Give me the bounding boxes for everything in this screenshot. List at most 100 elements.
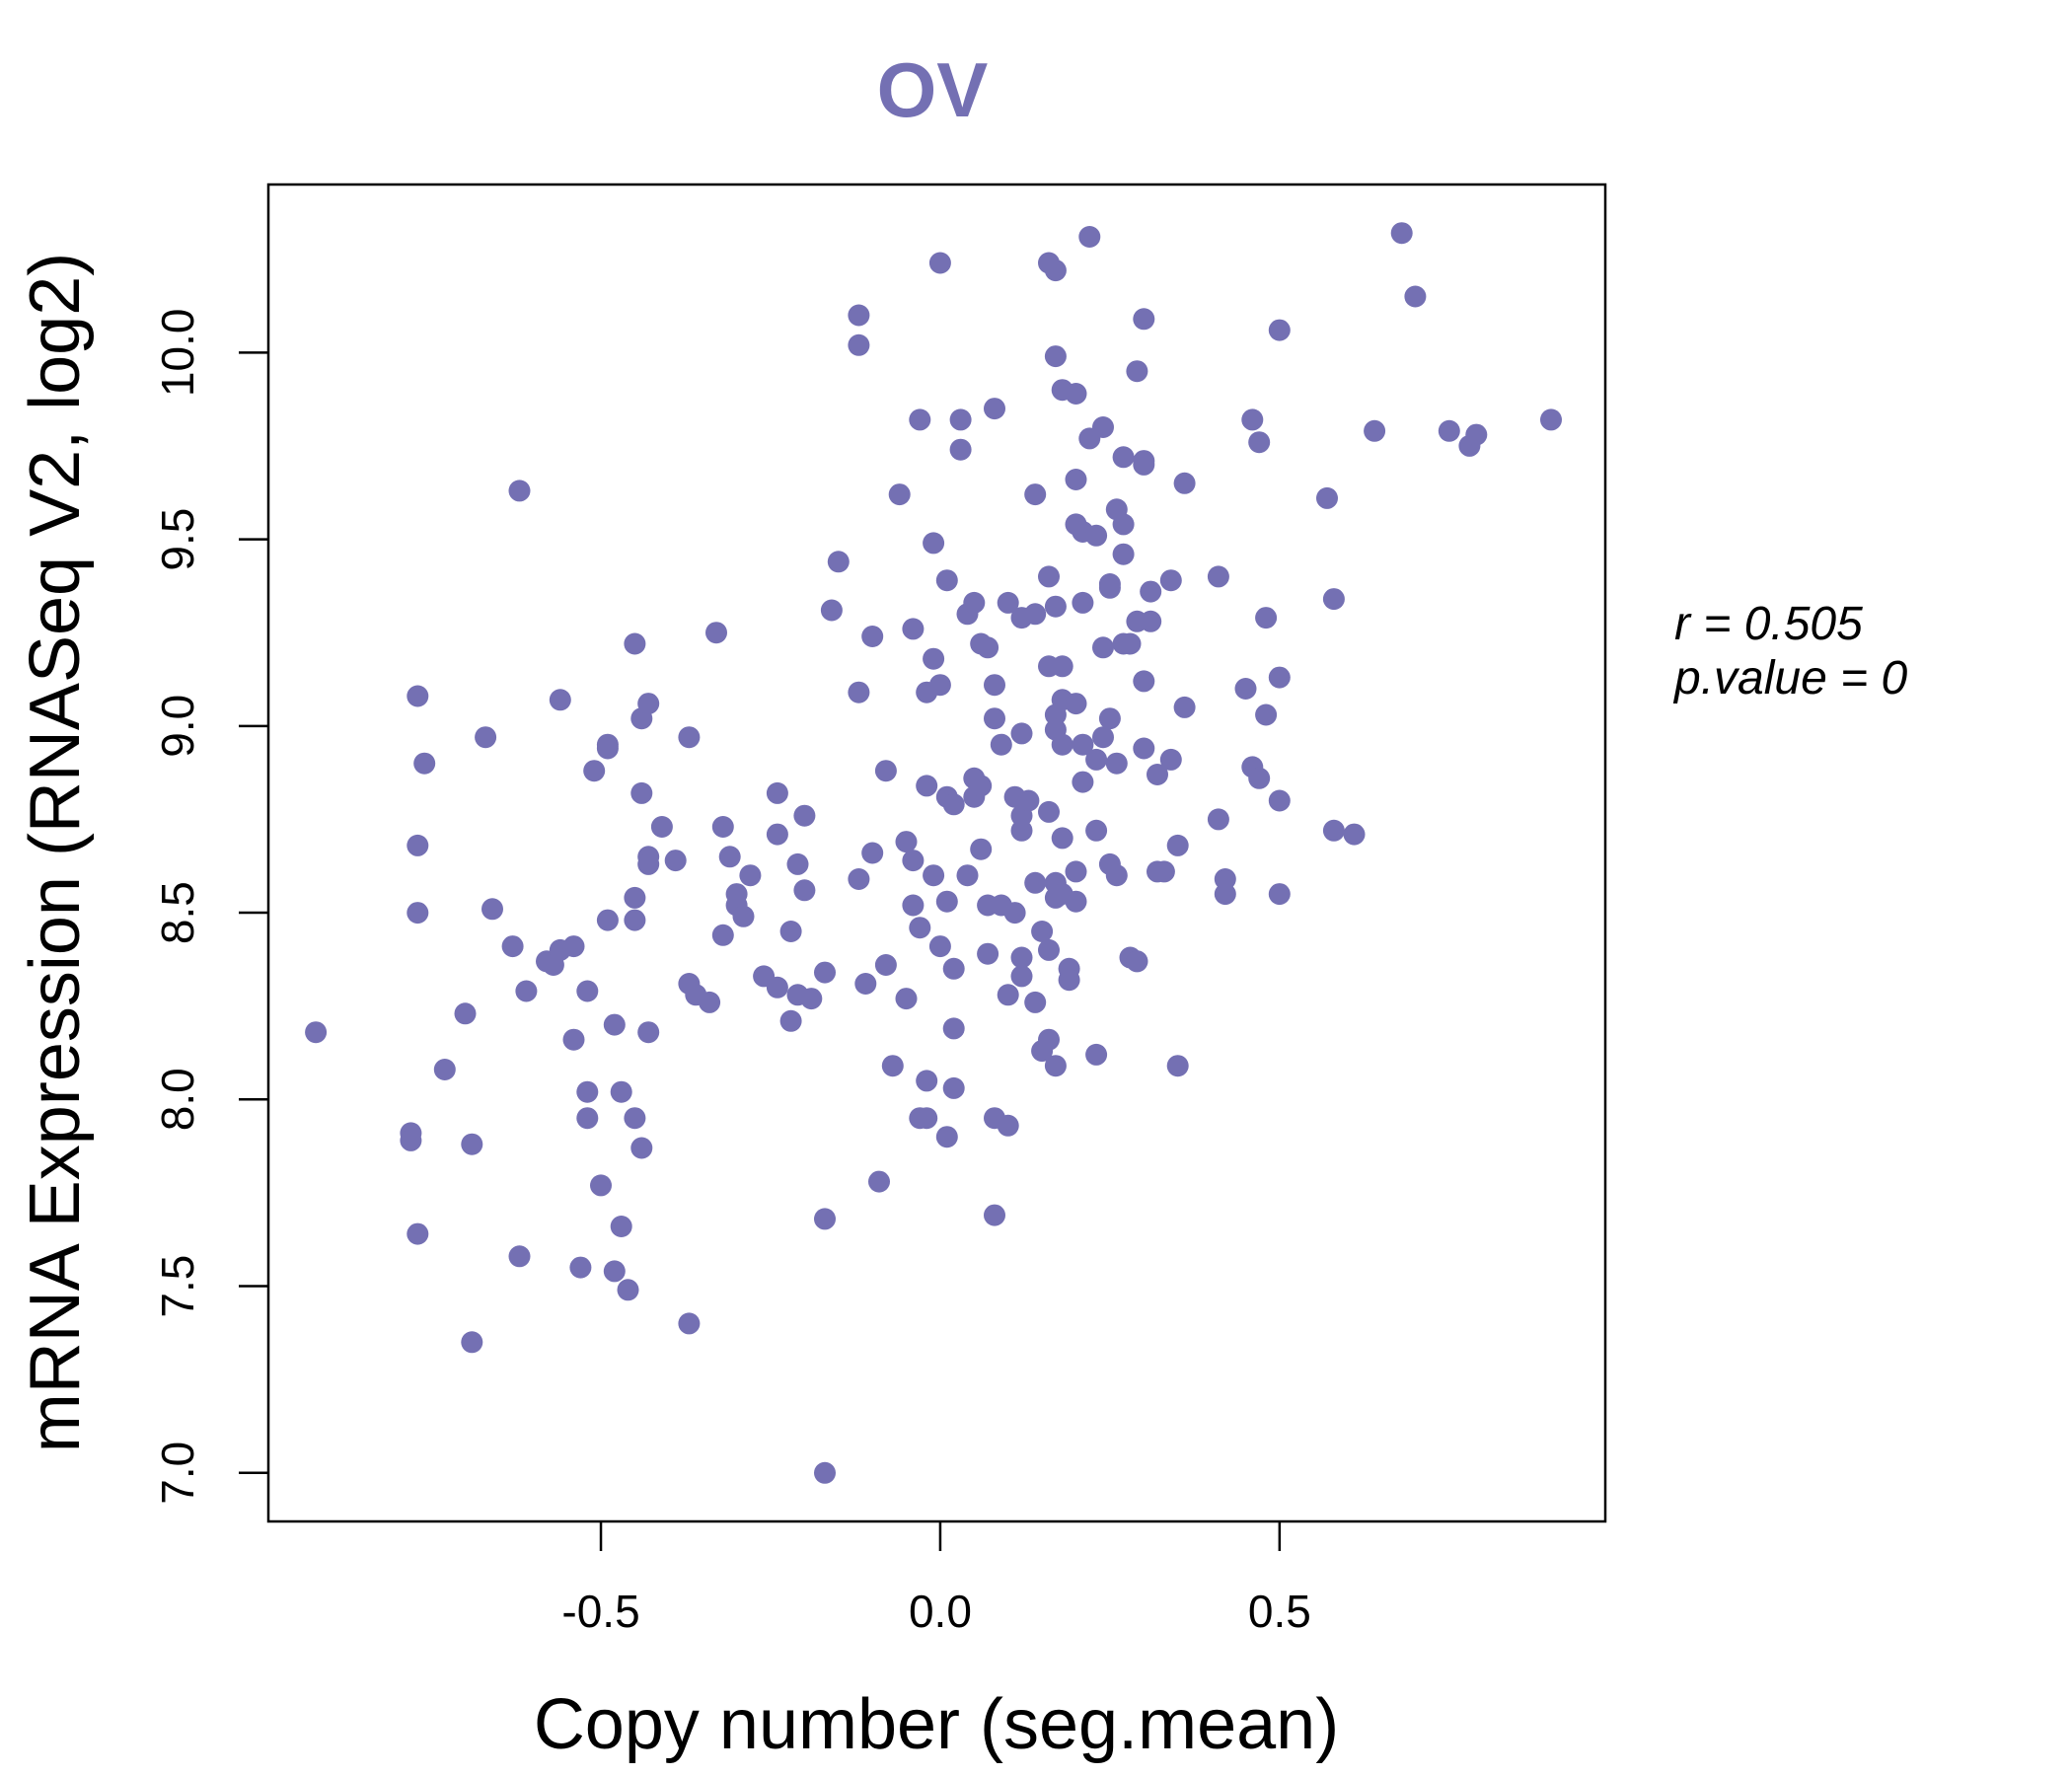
data-point [508, 1245, 531, 1268]
data-point [576, 1080, 599, 1103]
data-point [923, 864, 945, 887]
data-point [766, 781, 788, 804]
data-point [963, 591, 986, 614]
data-point [949, 438, 972, 461]
data-point [1051, 827, 1073, 850]
data-point [1017, 789, 1040, 812]
data-point [583, 760, 606, 782]
data-point [1343, 823, 1366, 846]
data-point [1072, 591, 1094, 614]
data-point [1268, 319, 1291, 341]
data-point [617, 1279, 639, 1301]
data-point [779, 921, 802, 942]
data-point [888, 483, 911, 506]
data-point [928, 252, 951, 274]
data-point [407, 902, 429, 925]
data-point [678, 726, 701, 749]
x-tick-label: 0.0 [909, 1586, 972, 1637]
data-point [916, 775, 938, 797]
data-point [848, 681, 870, 703]
data-point [786, 852, 809, 875]
data-point [562, 935, 585, 958]
data-point [874, 760, 897, 782]
data-point [1044, 595, 1067, 618]
data-point [1024, 483, 1047, 506]
data-point [909, 408, 931, 431]
data-point [1140, 580, 1162, 603]
data-point [718, 846, 741, 868]
data-point [1078, 226, 1101, 248]
data-point [637, 1021, 660, 1044]
data-point [1072, 733, 1094, 756]
data-point [501, 935, 524, 958]
data-point [1133, 670, 1155, 693]
data-point [1038, 800, 1060, 823]
data-point [793, 804, 816, 827]
data-point [1364, 419, 1386, 442]
data-point [1404, 285, 1427, 308]
data-point [1119, 632, 1142, 655]
data-point [814, 1208, 836, 1230]
chart-title: OV [877, 46, 989, 133]
x-tick-label: 0.5 [1248, 1586, 1311, 1637]
data-point [793, 879, 816, 902]
data-point [1438, 419, 1460, 442]
data-point [949, 408, 972, 431]
data-point [848, 304, 870, 327]
data-point [942, 1076, 965, 1099]
data-point [984, 707, 1005, 730]
data-point [1065, 693, 1087, 715]
data-point [1044, 345, 1067, 368]
data-point [923, 532, 945, 555]
data-point [928, 935, 951, 958]
x-tick-label: -0.5 [561, 1586, 639, 1637]
y-tick-label: 7.5 [152, 1255, 203, 1318]
data-point [1322, 588, 1345, 611]
data-point [827, 551, 850, 573]
data-point [1038, 565, 1060, 588]
data-point [1112, 513, 1135, 536]
data-point [916, 1070, 938, 1092]
data-point [1085, 819, 1108, 842]
data-point [990, 733, 1012, 756]
data-point [603, 1013, 626, 1036]
data-point [1065, 860, 1087, 883]
data-point [1024, 603, 1047, 626]
data-point [1159, 748, 1182, 771]
data-point [1010, 819, 1033, 842]
data-point [1098, 707, 1121, 730]
data-point [1241, 408, 1264, 431]
x-axis: -0.5 0.0 0.5 [561, 1521, 1311, 1637]
correlation-annotation: r = 0.505 [1674, 598, 1863, 650]
data-point [874, 954, 897, 976]
data-point [935, 890, 958, 913]
data-point [766, 976, 788, 999]
data-point [1248, 767, 1271, 789]
plot-frame [266, 183, 1607, 1523]
data-point [1092, 416, 1114, 438]
data-point [1147, 764, 1168, 785]
data-point [454, 1002, 477, 1025]
p-value-annotation: p.value = 0 [1672, 652, 1907, 704]
data-point [935, 1126, 958, 1148]
data-point [603, 1260, 626, 1283]
data-point [610, 1216, 632, 1237]
data-point [970, 775, 993, 797]
data-point [1268, 666, 1291, 689]
data-point [902, 850, 925, 872]
data-point [820, 599, 843, 622]
data-point [1152, 860, 1175, 883]
data-point [413, 752, 436, 775]
data-point [1072, 771, 1094, 793]
data-point [1065, 383, 1087, 405]
data-point [854, 973, 877, 995]
data-point [1112, 543, 1135, 565]
data-point [1092, 636, 1114, 659]
y-axis-label: mRNA Expression (RNASeq V2, log2) [16, 253, 95, 1452]
data-point [977, 942, 999, 965]
data-point [942, 1017, 965, 1040]
data-point [814, 1461, 836, 1484]
data-point [1112, 446, 1135, 469]
data-point [711, 924, 734, 946]
data-point [861, 842, 884, 864]
